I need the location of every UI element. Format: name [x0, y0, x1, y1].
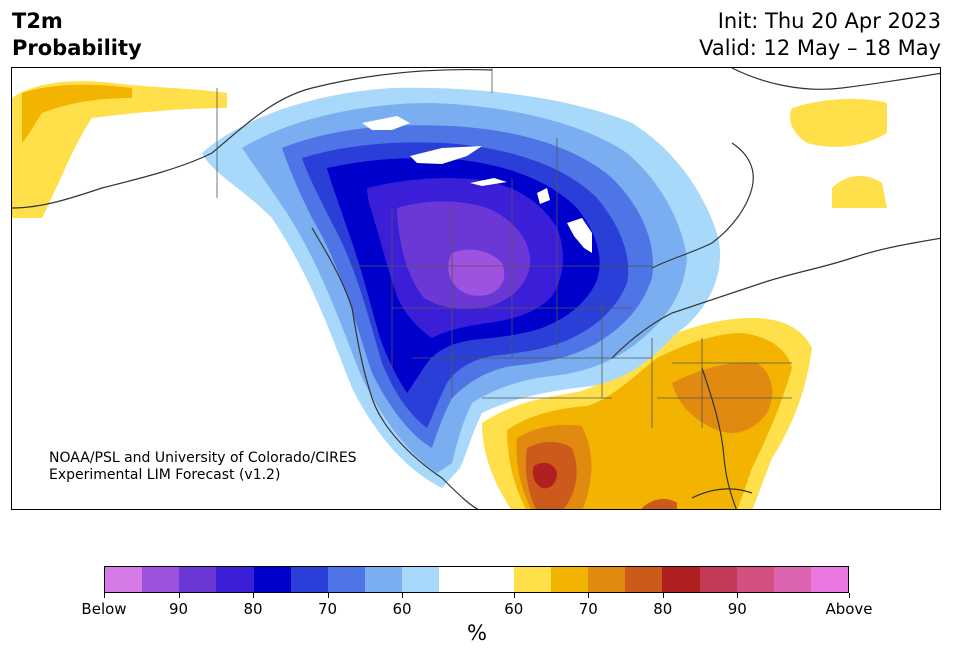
- colorbar-segment: [736, 567, 774, 592]
- colorbar-segment: [662, 567, 700, 592]
- colorbar-segment: [365, 567, 403, 592]
- colorbar-segment: [625, 567, 663, 592]
- colorbar-segment: [402, 567, 440, 592]
- init-date: Init: Thu 20 Apr 2023: [717, 9, 941, 33]
- colorbar-tick-label: 90: [727, 600, 747, 618]
- below-normal-zone-90: [448, 249, 505, 296]
- colorbar-tick-label: 70: [578, 600, 598, 618]
- forecast-dates: Init: Thu 20 Apr 2023 Valid: 12 May – 18…: [699, 8, 941, 62]
- colorbar-segment: [179, 567, 217, 592]
- colorbar-segment: [105, 567, 143, 592]
- colorbar-segment: [216, 567, 254, 592]
- map-title: T2m Probability: [12, 8, 142, 62]
- colorbar-tick-label: 60: [392, 600, 412, 618]
- credit-line-2: Experimental LIM Forecast (v1.2): [49, 467, 281, 483]
- colorbar-segment: [550, 567, 589, 592]
- colorbar-tick-mark: [588, 593, 589, 598]
- colorbar-tick-mark: [179, 593, 180, 598]
- above-normal-zone-cuba: [642, 498, 677, 509]
- colorbar-segment: [439, 567, 477, 592]
- above-normal-zone-quebec: [832, 176, 887, 208]
- above-normal-zone-alaska: [12, 81, 227, 218]
- above-normal-zone-80: [532, 462, 557, 489]
- colorbar-segment: [773, 567, 811, 592]
- lake-great-bear: [362, 116, 410, 130]
- title-variable: T2m: [12, 9, 63, 33]
- colorbar-tick-label: 90: [168, 600, 189, 618]
- colorbar: [104, 566, 849, 593]
- colorbar-tick-mark: [328, 593, 329, 598]
- colorbar-segment: [513, 567, 551, 592]
- colorbar-segment: [810, 567, 849, 592]
- colorbar-tick-label: 80: [653, 600, 673, 618]
- valid-range: Valid: 12 May – 18 May: [699, 36, 941, 60]
- colorbar-tick-label: Above: [825, 600, 873, 618]
- colorbar-tick-mark: [663, 593, 664, 598]
- probability-map-svg: [12, 68, 940, 509]
- colorbar-tick-mark: [402, 593, 403, 598]
- colorbar-tick-mark: [737, 593, 738, 598]
- colorbar-tick-mark: [253, 593, 254, 598]
- colorbar-tick-label: 70: [317, 600, 338, 618]
- colorbar-segment: [327, 567, 366, 592]
- colorbar-tick-mark: [849, 593, 850, 598]
- credit-text: NOAA/PSL and University of Colorado/CIRE…: [49, 450, 357, 484]
- colorbar-segment: [253, 567, 291, 592]
- colorbar-tick-mark: [104, 593, 105, 598]
- colorbar-segment: [476, 567, 514, 592]
- lake-winnipegosis: [537, 188, 550, 204]
- lake-athabasca: [470, 178, 507, 186]
- lake-great-slave: [410, 146, 482, 164]
- colorbar-tick-mark: [514, 593, 515, 598]
- colorbar-tick-label: 80: [243, 600, 263, 618]
- colorbar-segment: [588, 567, 626, 592]
- colorbar-segment: [699, 567, 737, 592]
- lake-winnipeg: [567, 218, 592, 253]
- political-borders: [216, 68, 792, 428]
- credit-line-1: NOAA/PSL and University of Colorado/CIRE…: [49, 450, 357, 466]
- colorbar-segment: [290, 567, 328, 592]
- colorbar-segment: [142, 567, 180, 592]
- coastlines: [12, 68, 940, 509]
- forecast-map: [11, 67, 941, 510]
- colorbar-tick-label: Below: [81, 600, 127, 618]
- above-normal-zone-greenland: [790, 98, 887, 147]
- colorbar-tick-label: 60: [504, 600, 524, 618]
- above-normal-zone-alaska-core: [22, 84, 132, 143]
- title-quantity: Probability: [12, 36, 142, 60]
- colorbar-unit: %: [467, 621, 487, 645]
